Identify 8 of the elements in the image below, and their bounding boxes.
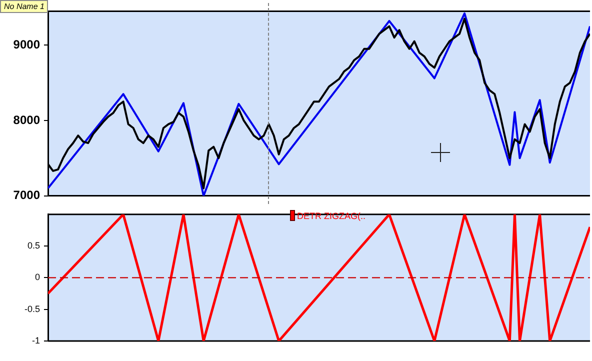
y-tick-label: 0: [34, 272, 40, 282]
y-tick-label: 8000: [13, 112, 40, 127]
y-tick-label: 7000: [13, 188, 40, 202]
y-tick-label: 0.5: [27, 240, 40, 251]
y-tick-label: 9000: [13, 37, 40, 52]
y-tick-label: -0.5: [24, 304, 40, 314]
y-tick-label: -1: [32, 335, 40, 346]
text: No Name 1: [0, 0, 48, 13]
